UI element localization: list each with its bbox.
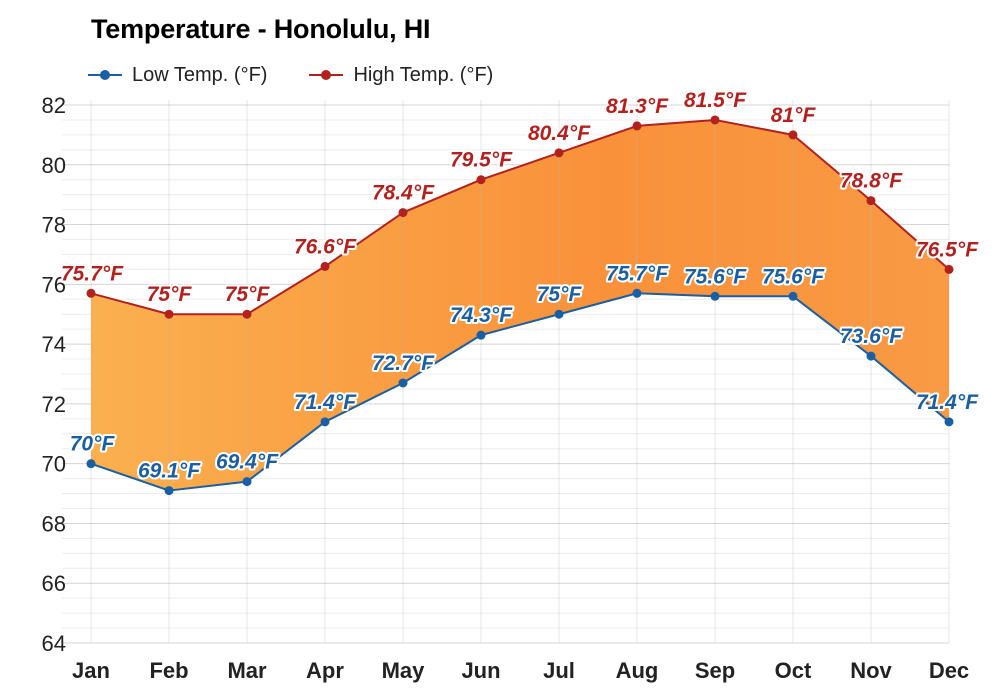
high-temp-line	[90, 118, 950, 316]
high-temp-label: 76.6°F	[294, 235, 357, 258]
high-temp-label: 81°F	[771, 104, 817, 127]
legend: Low Temp. (°F) High Temp. (°F)	[88, 60, 535, 90]
high-temp-point[interactable]	[164, 309, 174, 319]
high-temp-point[interactable]	[398, 208, 408, 218]
x-tick-label: Sep	[695, 658, 735, 683]
legend-label-low: Low Temp. (°F)	[132, 63, 268, 86]
low-temp-point[interactable]	[320, 417, 330, 427]
low-temp-point[interactable]	[866, 351, 876, 361]
month-guide-lines	[90, 100, 950, 643]
x-axis-ticks: Jan Feb Mar Apr May Jun Jul Aug Sep Oct Nov Dec	[72, 658, 969, 683]
low-temp-label: 75.6°F	[684, 265, 747, 288]
high-temp-point[interactable]	[866, 196, 876, 206]
legend-swatch-low	[88, 68, 122, 82]
low-temp-point[interactable]	[476, 330, 486, 340]
low-temp-point[interactable]	[86, 459, 96, 469]
low-temp-label: 70°F	[70, 433, 116, 456]
low-temp-label: 75.6°F	[762, 265, 825, 288]
low-temp-point[interactable]	[710, 291, 720, 301]
x-tick-label: Jun	[461, 658, 500, 683]
high-temp-point[interactable]	[944, 264, 954, 274]
high-temp-point[interactable]	[86, 288, 96, 298]
low-temp-point[interactable]	[554, 309, 564, 319]
x-tick-label: Nov	[850, 658, 892, 683]
high-temp-point[interactable]	[320, 261, 330, 271]
high-temp-label: 79.5°F	[450, 149, 513, 172]
high-temp-point[interactable]	[476, 175, 486, 185]
low-temp-point[interactable]	[944, 417, 954, 427]
legend-item-high[interactable]: High Temp. (°F)	[309, 64, 493, 87]
high-temp-label: 75°F	[225, 283, 271, 306]
low-temp-label: 73.6°F	[840, 325, 903, 348]
high-temp-label: 75.7°F	[61, 262, 124, 285]
low-temp-point[interactable]	[242, 477, 252, 487]
chart-title: Temperature - Honolulu, HI	[91, 14, 431, 44]
x-tick-label: May	[382, 658, 426, 683]
data-labels: 70°F 69.1°F 69.4°F 71.4°F 72.7°F 74.3°F 75°F 75…	[59, 87, 981, 485]
low-temp-label: 74.3°F	[450, 304, 513, 327]
high-temp-label: 80.4°F	[528, 122, 591, 145]
x-tick-label: Jul	[543, 658, 575, 683]
x-tick-label: Mar	[227, 658, 267, 683]
low-temp-line	[90, 292, 950, 492]
series-lines	[86, 115, 954, 496]
low-temp-point[interactable]	[788, 291, 798, 301]
high-temp-point[interactable]	[242, 309, 252, 319]
high-temp-point[interactable]	[554, 148, 564, 158]
low-temp-label: 71.4°F	[294, 391, 357, 414]
low-temp-point[interactable]	[398, 378, 408, 388]
low-temp-point[interactable]	[632, 288, 642, 298]
legend-label-high: High Temp. (°F)	[353, 63, 494, 86]
high-temp-label: 81.5°F	[684, 89, 747, 112]
x-tick-label: Jan	[72, 658, 110, 683]
high-temp-point[interactable]	[632, 121, 642, 131]
low-temp-label: 69.1°F	[138, 460, 201, 483]
y-tick-label: 68	[42, 511, 66, 536]
x-tick-label: Dec	[929, 658, 969, 683]
low-temp-label: 69.4°F	[216, 451, 279, 474]
y-tick-label: 82	[42, 93, 66, 118]
x-tick-label: Aug	[616, 658, 659, 683]
low-temp-label: 75°F	[537, 283, 583, 306]
temperature-band	[91, 119, 949, 491]
high-temp-label: 75°F	[147, 283, 193, 306]
y-tick-label: 74	[42, 332, 66, 357]
low-temp-label: 71.4°F	[916, 391, 979, 414]
low-temp-point[interactable]	[164, 486, 174, 496]
high-temp-label: 78.8°F	[840, 170, 903, 193]
y-tick-label: 70	[42, 452, 66, 477]
high-temp-point[interactable]	[788, 130, 798, 140]
high-temp-point[interactable]	[710, 115, 720, 125]
high-temp-label: 81.3°F	[606, 95, 669, 118]
y-tick-label: 66	[42, 571, 66, 596]
y-tick-label: 64	[42, 631, 66, 656]
low-temp-label: 75.7°F	[606, 262, 669, 285]
legend-item-low[interactable]: Low Temp. (°F)	[88, 64, 267, 87]
x-tick-label: Apr	[306, 658, 344, 683]
high-temp-label: 78.4°F	[372, 182, 435, 205]
y-tick-label: 78	[42, 213, 66, 238]
x-tick-label: Feb	[149, 658, 188, 683]
y-tick-label: 72	[42, 392, 66, 417]
x-tick-label: Oct	[775, 658, 812, 683]
low-high-band	[91, 119, 949, 491]
high-temp-label: 76.5°F	[916, 238, 979, 261]
legend-swatch-high	[309, 68, 344, 82]
y-axis-ticks: 64 66 68 70 72 74 76 78 80 82	[42, 93, 66, 656]
y-tick-label: 76	[42, 272, 66, 297]
y-tick-label: 80	[42, 153, 66, 178]
low-temp-label: 72.7°F	[372, 352, 435, 375]
